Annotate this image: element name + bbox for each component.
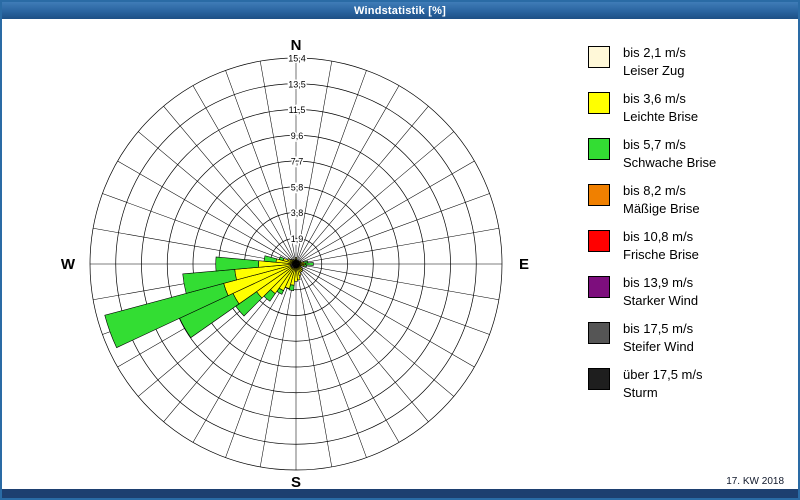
- grid-spoke: [295, 263, 400, 443]
- wind-petal-segment: [294, 259, 297, 264]
- legend-text: bis 8,2 m/s Mäßige Brise: [623, 182, 700, 218]
- legend-text: bis 5,7 m/s Schwache Brise: [623, 136, 716, 172]
- legend-item: bis 8,2 m/s Mäßige Brise: [588, 182, 716, 218]
- grid-spoke: [295, 131, 454, 265]
- legend-color-swatch: [588, 368, 610, 390]
- grid-spoke: [295, 263, 490, 335]
- grid-spoke: [225, 263, 297, 458]
- legend-class-label: Starker Wind: [623, 293, 699, 308]
- grid-spoke: [163, 106, 297, 265]
- ring-label: 3,8: [291, 208, 304, 218]
- grid-spoke: [295, 85, 400, 265]
- ring-label: 15,4: [288, 54, 306, 64]
- legend-color-swatch: [588, 230, 610, 252]
- ring-label: 9,6: [291, 131, 304, 141]
- legend-speed-label: bis 2,1 m/s: [623, 45, 686, 60]
- legend-item: über 17,5 m/s Sturm: [588, 366, 716, 402]
- grid-spoke: [259, 263, 297, 467]
- wind-petal-segment: [303, 264, 307, 268]
- window-titlebar: Windstatistik [%]: [2, 2, 798, 19]
- grid-spoke: [295, 263, 454, 397]
- legend-class-label: Schwache Brise: [623, 155, 717, 170]
- ring-label: 7,7: [291, 157, 304, 167]
- legend-color-swatch: [588, 184, 610, 206]
- legend-text: über 17,5 m/s Sturm: [623, 366, 703, 402]
- ring-label: 13,5: [288, 79, 306, 89]
- grid-spoke: [102, 193, 297, 265]
- grid-spoke: [295, 61, 333, 265]
- compass-west-label: W: [61, 256, 76, 273]
- legend-color-swatch: [588, 92, 610, 114]
- grid-spoke: [295, 263, 333, 467]
- grid-spoke: [295, 263, 367, 458]
- legend-class-label: Leiser Zug: [623, 63, 685, 78]
- legend-class-label: Leichte Brise: [623, 109, 699, 124]
- legend-color-swatch: [588, 138, 610, 160]
- grid-spoke: [295, 193, 490, 265]
- legend-class-label: Mäßige Brise: [623, 201, 700, 216]
- ring-label: 5,8: [291, 182, 304, 192]
- legend-item: bis 2,1 m/s Leiser Zug: [588, 44, 716, 80]
- legend-text: bis 2,1 m/s Leiser Zug: [623, 44, 686, 80]
- legend-color-swatch: [588, 46, 610, 68]
- grid-spoke: [295, 263, 499, 301]
- legend-item: bis 5,7 m/s Schwache Brise: [588, 136, 716, 172]
- compass-north-label: N: [291, 37, 302, 54]
- wind-petal-segment: [263, 255, 277, 263]
- compass-east-label: E: [519, 256, 529, 273]
- legend-text: bis 10,8 m/s Frische Brise: [623, 228, 699, 264]
- footer-bar: [2, 489, 798, 498]
- legend-color-swatch: [588, 276, 610, 298]
- legend-color-swatch: [588, 322, 610, 344]
- ring-label: 11,5: [289, 105, 306, 115]
- compass-south-label: S: [291, 474, 301, 491]
- legend: bis 2,1 m/s Leiser Zug bis 3,6 m/s Leichte …: [588, 44, 716, 412]
- grid-spoke: [138, 131, 297, 265]
- grid-spoke: [295, 160, 475, 265]
- legend-class-label: Steifer Wind: [623, 339, 694, 354]
- grid-spoke: [192, 263, 297, 443]
- legend-speed-label: bis 5,7 m/s: [623, 137, 686, 152]
- grid-spoke: [295, 263, 429, 422]
- legend-item: bis 3,6 m/s Leichte Brise: [588, 90, 716, 126]
- grid-spoke: [295, 227, 499, 265]
- grid-spoke: [295, 70, 367, 265]
- legend-item: bis 17,5 m/s Steifer Wind: [588, 320, 716, 356]
- wind-petal-segment: [278, 256, 285, 261]
- legend-item: bis 13,9 m/s Starker Wind: [588, 274, 716, 310]
- grid-spoke: [259, 61, 297, 265]
- legend-text: bis 17,5 m/s Steifer Wind: [623, 320, 694, 356]
- grid-spoke: [93, 227, 297, 265]
- legend-class-label: Sturm: [623, 385, 658, 400]
- week-label: 17. KW 2018: [726, 476, 784, 487]
- legend-speed-label: bis 13,9 m/s: [623, 275, 694, 290]
- grid-spoke: [225, 70, 297, 265]
- legend-text: bis 13,9 m/s Starker Wind: [623, 274, 698, 310]
- legend-speed-label: bis 8,2 m/s: [623, 183, 686, 198]
- legend-speed-label: bis 3,6 m/s: [623, 91, 686, 106]
- grid-spoke: [295, 263, 475, 368]
- wind-petal-segment: [215, 256, 260, 272]
- legend-item: bis 10,8 m/s Frische Brise: [588, 228, 716, 264]
- grid-spoke: [117, 160, 297, 265]
- legend-class-label: Frische Brise: [623, 247, 699, 262]
- legend-speed-label: bis 17,5 m/s: [623, 321, 694, 336]
- legend-speed-label: bis 10,8 m/s: [623, 229, 694, 244]
- legend-speed-label: über 17,5 m/s: [623, 367, 703, 382]
- grid-spoke: [192, 85, 297, 265]
- legend-text: bis 3,6 m/s Leichte Brise: [623, 90, 698, 126]
- ring-label: 1,9: [291, 234, 304, 244]
- wind-rose-chart: 1,9 3,8 5,8 7,7 9,6 11,5 13,5 15,4N S W E: [61, 37, 529, 491]
- page-title: Windstatistik [%]: [354, 4, 446, 17]
- grid-spoke: [295, 106, 429, 265]
